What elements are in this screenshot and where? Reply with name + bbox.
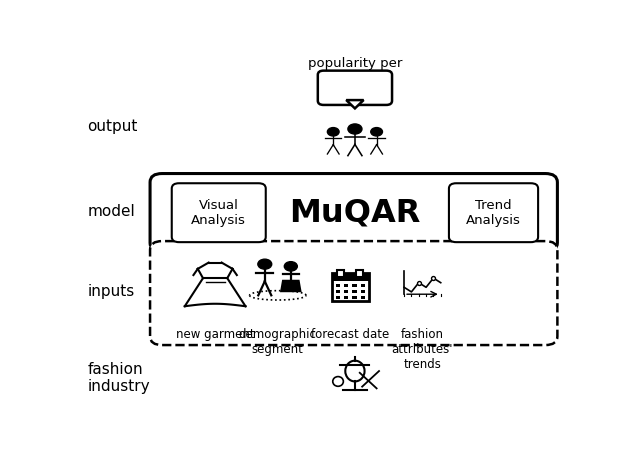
Bar bbox=[344, 290, 348, 293]
FancyBboxPatch shape bbox=[318, 71, 392, 105]
Circle shape bbox=[327, 128, 339, 136]
Text: demographic
segment: demographic segment bbox=[239, 328, 317, 356]
Text: popularity per
segment: popularity per segment bbox=[308, 58, 402, 86]
FancyBboxPatch shape bbox=[150, 174, 557, 252]
Text: output: output bbox=[87, 119, 137, 134]
Bar bbox=[344, 296, 348, 299]
Bar bbox=[332, 273, 369, 301]
Text: new garment: new garment bbox=[176, 328, 254, 341]
Bar bbox=[361, 290, 365, 293]
FancyBboxPatch shape bbox=[449, 183, 538, 242]
Bar bbox=[352, 296, 356, 299]
Polygon shape bbox=[346, 100, 364, 108]
Bar bbox=[336, 296, 340, 299]
Bar bbox=[361, 296, 365, 299]
Text: fashion
attributes'
trends: fashion attributes' trends bbox=[392, 328, 453, 371]
Bar bbox=[352, 284, 356, 287]
Text: Visual
Analysis: Visual Analysis bbox=[192, 199, 246, 227]
Bar bbox=[352, 290, 356, 293]
Bar bbox=[344, 284, 348, 287]
Bar bbox=[332, 273, 369, 281]
Bar bbox=[337, 270, 344, 277]
FancyBboxPatch shape bbox=[172, 183, 266, 242]
Polygon shape bbox=[280, 280, 302, 292]
Text: MuQAR: MuQAR bbox=[289, 197, 420, 228]
FancyBboxPatch shape bbox=[150, 241, 557, 345]
Bar bbox=[336, 284, 340, 287]
Bar bbox=[356, 270, 363, 277]
Ellipse shape bbox=[333, 377, 343, 386]
Bar bbox=[361, 284, 365, 287]
Circle shape bbox=[258, 259, 272, 269]
Circle shape bbox=[348, 124, 362, 134]
Text: Trend
Analysis: Trend Analysis bbox=[466, 199, 521, 227]
Circle shape bbox=[371, 128, 383, 136]
Text: forecast date: forecast date bbox=[311, 328, 389, 341]
Ellipse shape bbox=[345, 360, 364, 382]
Bar bbox=[336, 290, 340, 293]
Text: inputs: inputs bbox=[87, 284, 134, 299]
Circle shape bbox=[284, 261, 297, 271]
Text: model: model bbox=[87, 204, 135, 219]
Text: fashion
industry: fashion industry bbox=[87, 362, 150, 394]
